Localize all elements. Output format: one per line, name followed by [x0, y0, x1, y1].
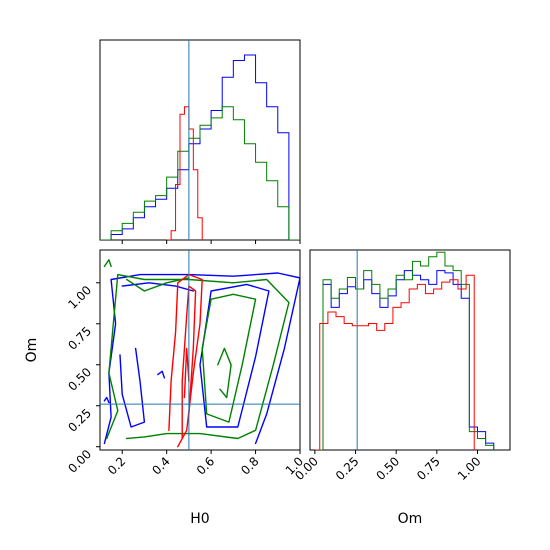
h0-x-tick-label-2: 0.6	[194, 454, 217, 477]
h0-x-tick-label-1: 0.4	[149, 454, 172, 477]
h0-histogram-series-0	[100, 54, 300, 240]
h0-marginal-frame	[99, 39, 301, 241]
om-histogram-series-1	[314, 251, 495, 450]
contour-series-0-level-2	[199, 283, 270, 428]
joint-panel-frame	[99, 249, 301, 451]
h0-marginal-series	[100, 54, 300, 240]
x-axis-label-h0: H0	[190, 511, 209, 527]
contour-series-1-level-3	[217, 347, 232, 399]
contour-series-2-level-2	[183, 347, 190, 399]
om-x-tick-label-3: 0.75	[414, 454, 443, 483]
h0-x-tick-label-3: 0.8	[238, 454, 261, 477]
h0-histogram-series-1	[100, 106, 300, 240]
joint-contours	[103, 259, 300, 448]
om-y-tick-label-0: 0.00	[65, 447, 94, 476]
om-marginal-frame	[309, 249, 511, 451]
x-axis-label-om: Om	[398, 511, 423, 527]
contour-series-1-level-2	[201, 293, 257, 423]
h0-histogram-series-2	[166, 106, 203, 240]
om-y-tick-label-3: 0.75	[65, 324, 94, 353]
om-marginal-series	[314, 251, 495, 450]
om-y-tick-label-4: 1.00	[65, 283, 94, 312]
om-x-tick-label-1: 0.25	[333, 454, 362, 483]
h0-x-tick-label-0: 0.2	[105, 454, 128, 477]
om-y-tick-label-2: 0.50	[65, 365, 94, 394]
contour-series-0-level-3	[119, 347, 146, 428]
contour-series-1-level-4	[103, 259, 112, 268]
om-x-tick-label-2: 0.50	[374, 454, 403, 483]
om-histogram-series-2	[314, 274, 475, 450]
om-x-tick-label-4: 1.00	[455, 454, 484, 483]
contour-series-1-level-1	[125, 277, 190, 292]
om-histogram-series-0	[314, 270, 495, 450]
contour-series-1-level-0	[105, 273, 290, 440]
y-axis-label-om: Om	[24, 338, 40, 363]
contour-series-0-level-4	[157, 370, 166, 379]
om-y-tick-label-1: 0.25	[65, 406, 94, 435]
truth-lines	[100, 40, 358, 450]
contour-series-0-level-5	[103, 396, 110, 404]
